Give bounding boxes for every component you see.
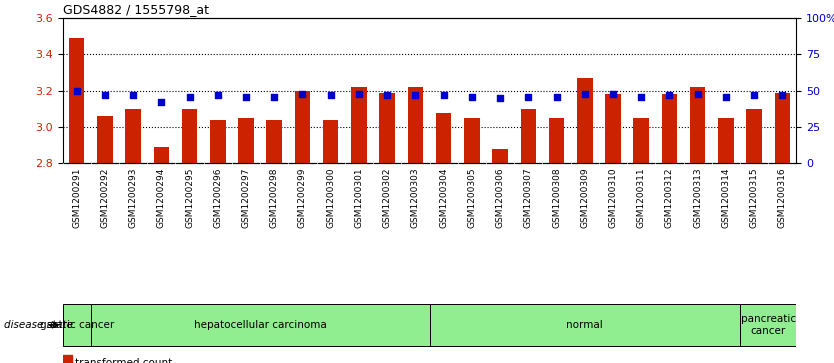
Text: GSM1200295: GSM1200295 [185, 167, 194, 228]
Text: GSM1200310: GSM1200310 [609, 167, 617, 228]
Text: GSM1200304: GSM1200304 [440, 167, 448, 228]
Bar [239, 118, 254, 163]
Point [521, 94, 535, 99]
Bar [69, 38, 84, 163]
Bar [690, 87, 706, 163]
Point [239, 94, 253, 99]
Text: GSM1200303: GSM1200303 [411, 167, 420, 228]
FancyBboxPatch shape [740, 303, 796, 346]
Text: GSM1200309: GSM1200309 [580, 167, 590, 228]
Point [154, 99, 168, 105]
Point [324, 92, 338, 98]
Bar [294, 91, 310, 163]
Bar [634, 118, 649, 163]
Point [494, 95, 507, 101]
Point [465, 94, 479, 99]
Text: gastric cancer: gastric cancer [39, 320, 113, 330]
Text: GSM1200301: GSM1200301 [354, 167, 364, 228]
Point [70, 88, 83, 94]
Bar [577, 78, 592, 163]
Point [776, 92, 789, 98]
Bar [718, 118, 734, 163]
FancyBboxPatch shape [91, 303, 430, 346]
Text: normal: normal [566, 320, 603, 330]
Text: GSM1200291: GSM1200291 [73, 167, 81, 228]
Text: GSM1200311: GSM1200311 [636, 167, 646, 228]
Bar [775, 93, 790, 163]
Text: GSM1200312: GSM1200312 [665, 167, 674, 228]
Point [296, 91, 309, 97]
Text: GSM1200306: GSM1200306 [495, 167, 505, 228]
Point [550, 94, 563, 99]
Bar [351, 87, 367, 163]
Point [183, 94, 196, 99]
Point [127, 92, 140, 98]
FancyBboxPatch shape [63, 303, 91, 346]
Point [691, 91, 705, 97]
Point [352, 91, 365, 97]
Text: disease state: disease state [4, 320, 73, 330]
FancyBboxPatch shape [430, 303, 740, 346]
Text: GSM1200296: GSM1200296 [214, 167, 223, 228]
Text: GSM1200314: GSM1200314 [721, 167, 731, 228]
Text: pancreatic
cancer: pancreatic cancer [741, 314, 796, 336]
Text: GSM1200302: GSM1200302 [383, 167, 392, 228]
Bar [125, 109, 141, 163]
Bar [436, 113, 451, 163]
Point [606, 91, 620, 97]
Point [635, 94, 648, 99]
Text: GSM1200315: GSM1200315 [750, 167, 759, 228]
Bar [605, 94, 620, 163]
Bar [464, 118, 480, 163]
Point [409, 92, 422, 98]
Point [663, 92, 676, 98]
Bar [379, 93, 395, 163]
Bar [746, 109, 762, 163]
Bar [549, 118, 565, 163]
Bar [520, 109, 536, 163]
Text: GSM1200297: GSM1200297 [242, 167, 250, 228]
Bar [153, 147, 169, 163]
Text: GSM1200308: GSM1200308 [552, 167, 561, 228]
Text: GSM1200298: GSM1200298 [269, 167, 279, 228]
Text: transformed count: transformed count [75, 358, 173, 363]
Bar [661, 94, 677, 163]
Point [380, 92, 394, 98]
Bar [63, 355, 72, 363]
Point [211, 92, 224, 98]
Text: GSM1200316: GSM1200316 [778, 167, 786, 228]
Text: GSM1200294: GSM1200294 [157, 167, 166, 228]
Point [268, 94, 281, 99]
Bar [97, 116, 113, 163]
Text: GSM1200299: GSM1200299 [298, 167, 307, 228]
Text: hepatocellular carcinoma: hepatocellular carcinoma [193, 320, 327, 330]
Bar [492, 149, 508, 163]
Point [719, 94, 732, 99]
Bar [408, 87, 423, 163]
Point [98, 92, 112, 98]
Text: GSM1200293: GSM1200293 [128, 167, 138, 228]
Text: GSM1200305: GSM1200305 [467, 167, 476, 228]
Bar [210, 120, 225, 163]
Bar [323, 120, 339, 163]
Text: GSM1200313: GSM1200313 [693, 167, 702, 228]
Text: GSM1200300: GSM1200300 [326, 167, 335, 228]
Text: GDS4882 / 1555798_at: GDS4882 / 1555798_at [63, 3, 208, 16]
Text: GSM1200307: GSM1200307 [524, 167, 533, 228]
Point [747, 92, 761, 98]
Point [437, 92, 450, 98]
Bar [182, 109, 198, 163]
Point [578, 91, 591, 97]
Bar [267, 120, 282, 163]
Text: GSM1200292: GSM1200292 [100, 167, 109, 228]
